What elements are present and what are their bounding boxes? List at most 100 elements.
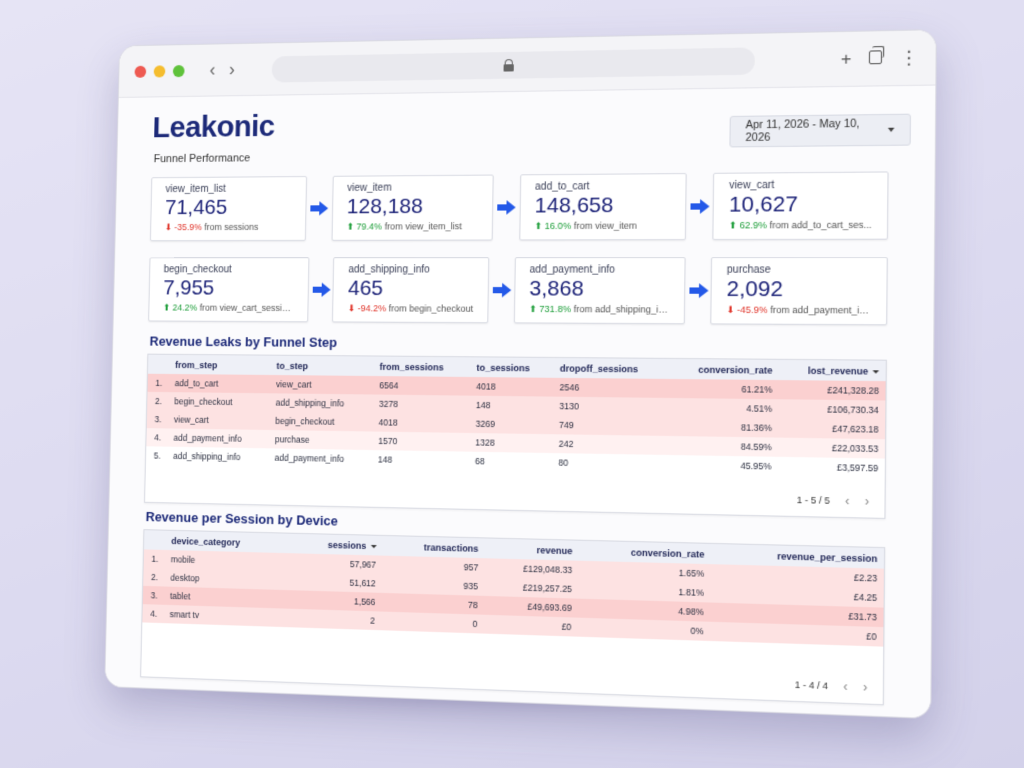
arrow-right-icon bbox=[688, 199, 711, 214]
cell-dropoff-sessions: 3130 bbox=[553, 397, 669, 417]
metric-change-base: from sessions bbox=[204, 222, 258, 232]
col-from-step[interactable]: from_step bbox=[169, 355, 271, 375]
index-header bbox=[148, 355, 170, 374]
pagination-label: 1 - 5 / 5 bbox=[797, 495, 830, 506]
cell-conversion-rate: 84.59% bbox=[668, 436, 778, 457]
col-to-step[interactable]: to_step bbox=[270, 356, 373, 376]
cell-to-step: purchase bbox=[269, 430, 373, 450]
metric-name: begin_checkout bbox=[164, 264, 295, 275]
maximize-window-button[interactable] bbox=[173, 65, 185, 77]
cell-dropoff-sessions: 80 bbox=[552, 453, 668, 474]
metric-card-add-shipping-info[interactable]: add_shipping_info 465 ⬇ -94.2% from begin_… bbox=[332, 257, 489, 323]
metric-change: ⬆ 16.0% from view_item bbox=[534, 220, 670, 232]
menu-dots-icon[interactable]: ⋮ bbox=[899, 47, 918, 69]
metric-change-base: from add_to_cart_ses... bbox=[769, 219, 871, 230]
metric-card-add-payment-info[interactable]: add_payment_info 3,868 ⬆ 731.8% from add_s… bbox=[513, 257, 685, 324]
cell-lost-revenue: £22,033.53 bbox=[778, 438, 885, 459]
cell-revenue-per-session: £0 bbox=[710, 622, 884, 647]
col-revenue[interactable]: revenue bbox=[485, 538, 579, 560]
col-conversion-rate[interactable]: conversion_rate bbox=[669, 359, 779, 380]
metric-name: purchase bbox=[727, 264, 872, 276]
metric-change-pct: 24.2% bbox=[172, 302, 197, 312]
metric-change-base: from view_cart_sessions bbox=[200, 303, 294, 314]
arrow-up-icon: ⬆ bbox=[346, 221, 356, 231]
close-window-button[interactable] bbox=[135, 65, 147, 77]
metric-value: 465 bbox=[348, 277, 474, 302]
back-icon[interactable]: ‹ bbox=[209, 59, 215, 80]
date-range-label: Apr 11, 2026 - May 10, 2026 bbox=[745, 117, 888, 144]
cell-from-sessions: 6564 bbox=[373, 376, 470, 396]
tabs-icon[interactable] bbox=[869, 50, 882, 64]
row-index: 1. bbox=[148, 374, 170, 392]
metric-change-pct: 731.8% bbox=[539, 304, 571, 315]
metric-card-view-cart[interactable]: view_cart 10,627 ⬆ 62.9% from add_to_cart_… bbox=[713, 171, 889, 240]
col-dropoff-sessions[interactable]: dropoff_sessions bbox=[554, 358, 669, 379]
cell-device-category: smart tv bbox=[164, 605, 289, 627]
next-page-icon[interactable]: › bbox=[863, 680, 868, 695]
cell-to-sessions: 68 bbox=[469, 452, 553, 472]
cell-to-step: add_shipping_info bbox=[270, 393, 374, 413]
metric-card-purchase[interactable]: purchase 2,092 ⬇ -45.9% from add_payment_i… bbox=[710, 257, 888, 326]
row-index: 2. bbox=[147, 392, 169, 410]
minimize-window-button[interactable] bbox=[154, 65, 166, 77]
arrow-right-icon bbox=[495, 200, 517, 215]
cell-conversion-rate: 61.21% bbox=[669, 379, 779, 399]
window-controls bbox=[135, 65, 185, 78]
metric-change: ⬆ 731.8% from add_shipping_info bbox=[529, 304, 669, 316]
col-to-sessions[interactable]: to_sessions bbox=[470, 357, 554, 378]
metric-card-begin-checkout[interactable]: begin_checkout 7,955 ⬆ 24.2% from view_car… bbox=[148, 257, 309, 322]
new-tab-icon[interactable]: + bbox=[841, 48, 852, 69]
funnel-cards-row-1: view_item_list 71,465 ⬇ -35.9% from sessio… bbox=[150, 171, 889, 241]
date-range-picker[interactable]: Apr 11, 2026 - May 10, 2026 bbox=[729, 114, 911, 148]
metric-change-base: from view_item bbox=[574, 220, 637, 231]
col-lost-revenue[interactable]: lost_revenue bbox=[779, 360, 886, 381]
cell-from-step: add_shipping_info bbox=[167, 447, 269, 467]
col-lost-revenue-label: lost_revenue bbox=[808, 365, 868, 376]
col-sessions[interactable]: sessions bbox=[289, 534, 382, 556]
metric-value: 3,868 bbox=[529, 277, 669, 302]
cell-from-sessions: 148 bbox=[372, 450, 469, 470]
cell-to-sessions: 148 bbox=[470, 396, 554, 416]
sort-desc-icon bbox=[873, 370, 880, 373]
next-page-icon[interactable]: › bbox=[865, 494, 870, 509]
cell-sessions: 2 bbox=[288, 609, 381, 631]
metric-name: view_item_list bbox=[165, 183, 292, 195]
address-bar[interactable] bbox=[272, 47, 755, 82]
lock-icon bbox=[503, 59, 513, 72]
metric-card-view-item[interactable]: view_item 128,188 ⬆ 79.4% from view_item_l… bbox=[331, 175, 494, 241]
arrow-right-icon bbox=[311, 283, 332, 297]
prev-page-icon[interactable]: ‹ bbox=[843, 679, 848, 694]
cell-lost-revenue: £106,730.34 bbox=[778, 399, 885, 420]
history-nav: ‹ › bbox=[209, 59, 235, 80]
col-from-sessions[interactable]: from_sessions bbox=[373, 357, 470, 377]
sort-desc-icon bbox=[370, 545, 376, 548]
leaks-pagination: 1 - 5 / 5 ‹ › bbox=[797, 492, 870, 509]
col-transactions[interactable]: transactions bbox=[382, 536, 485, 558]
metric-change-pct: -35.9% bbox=[174, 222, 202, 232]
cell-from-step: view_cart bbox=[168, 410, 270, 430]
metric-value: 10,627 bbox=[729, 192, 872, 218]
cell-from-step: add_payment_info bbox=[168, 428, 270, 448]
metric-change-pct: -45.9% bbox=[737, 304, 768, 315]
arrow-down-icon: ⬇ bbox=[165, 222, 175, 232]
prev-page-icon[interactable]: ‹ bbox=[845, 493, 850, 508]
cell-lost-revenue: £3,597.59 bbox=[778, 457, 885, 478]
dashboard-page: Leakonic Funnel Performance Apr 11, 2026… bbox=[105, 86, 935, 720]
metric-change-base: from add_shipping_info bbox=[573, 304, 668, 315]
cell-from-sessions: 1570 bbox=[372, 432, 469, 452]
metric-change: ⬇ -35.9% from sessions bbox=[165, 222, 292, 234]
cell-to-sessions: 3269 bbox=[469, 414, 553, 434]
device-pagination: 1 - 4 / 4 ‹ › bbox=[795, 677, 868, 695]
metric-card-view-item-list[interactable]: view_item_list 71,465 ⬇ -35.9% from sessio… bbox=[150, 176, 307, 241]
metric-card-add-to-cart[interactable]: add_to_cart 148,658 ⬆ 16.0% from view_item bbox=[519, 173, 687, 240]
cell-transactions: 0 bbox=[381, 612, 484, 634]
cell-to-step: add_payment_info bbox=[269, 448, 373, 468]
cell-dropoff-sessions: 749 bbox=[553, 415, 669, 436]
cell-conversion-rate: 0% bbox=[578, 618, 710, 641]
metric-change: ⬆ 62.9% from add_to_cart_ses... bbox=[729, 219, 872, 231]
cell-to-step: begin_checkout bbox=[269, 412, 373, 432]
leaks-table: from_step to_step from_sessions to_sessi… bbox=[144, 354, 887, 519]
forward-icon[interactable]: › bbox=[229, 59, 235, 80]
device-table-title: Revenue per Session by Device bbox=[146, 509, 339, 529]
